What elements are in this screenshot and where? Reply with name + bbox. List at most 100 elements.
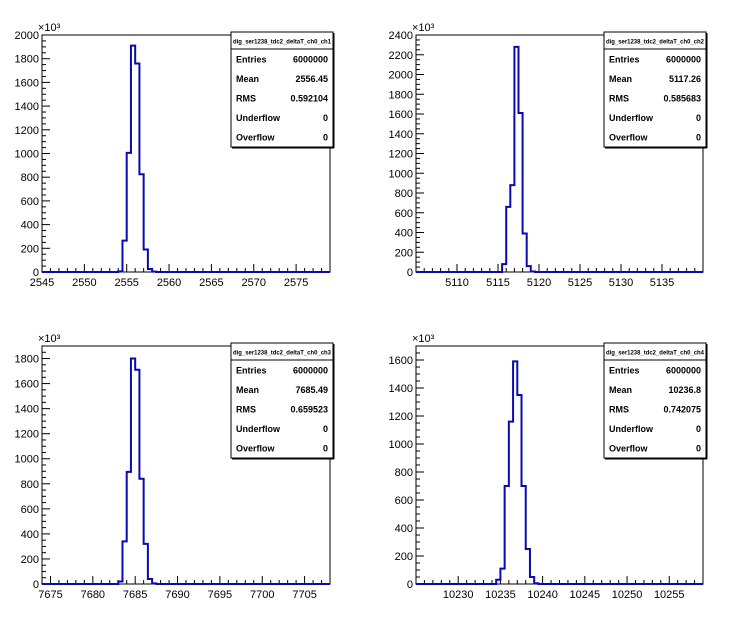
histogram-panel-3: 0 200 400 600 800 1000 1200 1400 1600 1800 ×10³ 767… (15, 333, 335, 601)
stats-value: 6000000 (293, 365, 328, 375)
y-tick-label: 2000 (15, 30, 39, 42)
stats-box: dig_ser1238_tdc2_deltaT_ch0_ch4 Entries 60… (603, 342, 708, 460)
y-tick-label: 400 (395, 523, 413, 535)
y-tick-label: 1800 (389, 89, 413, 101)
stats-label: RMS (236, 405, 256, 415)
y-tick-label: 600 (395, 495, 413, 507)
y-tick-label: 2000 (389, 70, 413, 82)
stats-label: Entries (236, 365, 267, 375)
x-tick-label: 10255 (654, 589, 685, 601)
stats-value: 0.659523 (290, 405, 328, 415)
x-tick-label: 7690 (165, 589, 189, 601)
histogram-series (42, 44, 330, 273)
y-tick-label: 1600 (389, 109, 413, 121)
y-tick-label: 800 (21, 479, 39, 491)
stats-value: 0 (696, 444, 701, 454)
stats-box: dig_ser1238_tdc2_deltaT_ch0_ch2 Entries 60… (603, 31, 708, 149)
y-tick-label: 1400 (15, 404, 39, 416)
y-tick-label: 1400 (389, 383, 413, 395)
y-tick-label: 200 (395, 551, 413, 563)
histogram-panel-1: 0 200 400 600 800 1000 1200 1400 1600 1800 2000×10… (15, 22, 335, 289)
y-tick-label: 2400 (389, 30, 413, 42)
y-tick-label: 1000 (15, 149, 39, 161)
x-tick-label: 2565 (199, 277, 223, 289)
stats-value: 0 (696, 424, 701, 434)
histogram-panel-2: 0 200 400 600 800 1000 1200 1400 1600 1800 2000 220… (389, 22, 708, 289)
stats-label: Overflow (236, 133, 276, 143)
stats-label: Underflow (236, 424, 281, 434)
y-exponent-label: ×10³ (412, 333, 435, 345)
y-tick-label: 1000 (15, 454, 39, 466)
x-tick-label: 7675 (38, 589, 62, 601)
stats-label: Overflow (609, 133, 649, 143)
stats-title: dig_ser1238_tdc2_deltaT_ch0_ch2 (606, 39, 704, 46)
stats-box-frame (230, 342, 334, 459)
stats-title: dig_ser1238_tdc2_deltaT_ch0_ch4 (606, 350, 704, 357)
stats-label: Mean (609, 385, 632, 395)
stats-box: dig_ser1238_tdc2_deltaT_ch0_ch1 Entries 60… (230, 31, 335, 149)
y-tick-label: 800 (395, 467, 413, 479)
stats-box-frame (230, 31, 334, 148)
y-tick-label: 400 (21, 220, 39, 232)
stats-title: dig_ser1238_tdc2_deltaT_ch0_ch1 (233, 39, 331, 46)
y-tick-label: 200 (21, 243, 39, 255)
stats-box-frame (603, 342, 707, 459)
stats-value: 0.742075 (663, 405, 701, 415)
stats-value: 0 (323, 444, 328, 454)
stats-value: 0 (696, 133, 701, 143)
x-tick-label: 7680 (81, 589, 105, 601)
x-tick-label: 5135 (650, 277, 674, 289)
stats-label: Overflow (609, 444, 649, 454)
y-exponent-label: ×10³ (38, 22, 61, 34)
x-tick-label: 2555 (114, 277, 138, 289)
stats-value: 0 (323, 133, 328, 143)
stats-label: Overflow (236, 444, 276, 454)
stats-value: 5117.26 (669, 74, 701, 84)
y-tick-label: 400 (21, 529, 39, 541)
x-tick-label: 5115 (486, 277, 510, 289)
y-exponent-label: ×10³ (412, 22, 435, 34)
y-tick-label: 0 (407, 579, 413, 591)
stats-label: Mean (236, 385, 259, 395)
stats-value: 10236.8 (668, 385, 701, 395)
stats-box-frame (603, 31, 707, 148)
stats-title: dig_ser1238_tdc2_deltaT_ch0_ch3 (233, 350, 331, 357)
y-tick-label: 2200 (389, 50, 413, 62)
y-tick-label: 1800 (15, 354, 39, 366)
y-tick-label: 600 (395, 208, 413, 220)
y-tick-label: 1200 (389, 149, 413, 161)
stats-value: 2556.45 (295, 74, 328, 84)
stats-label: Entries (236, 54, 267, 64)
stats-value: 6000000 (293, 54, 328, 64)
x-tick-label: 5120 (527, 277, 551, 289)
x-tick-label: 10235 (485, 589, 516, 601)
x-tick-label: 2545 (30, 277, 54, 289)
x-tick-label: 7700 (250, 589, 274, 601)
y-tick-label: 600 (21, 504, 39, 516)
y-tick-label: 1000 (389, 168, 413, 180)
y-tick-label: 0 (33, 579, 39, 591)
x-tick-label: 10245 (570, 589, 601, 601)
stats-label: Mean (609, 74, 632, 84)
y-tick-label: 200 (395, 247, 413, 259)
stats-label: Underflow (609, 424, 654, 434)
x-tick-label: 7695 (208, 589, 232, 601)
x-tick-label: 10230 (443, 589, 474, 601)
stats-label: RMS (609, 94, 629, 104)
stats-value: 0 (323, 113, 328, 123)
x-tick-label: 5125 (568, 277, 592, 289)
y-tick-label: 1000 (389, 439, 413, 451)
y-tick-label: 800 (395, 188, 413, 200)
histogram-series (42, 357, 330, 585)
stats-label: Underflow (236, 113, 281, 123)
stats-label: Underflow (609, 113, 654, 123)
stats-value: 0.592104 (290, 94, 328, 104)
y-tick-label: 1200 (15, 125, 39, 137)
histogram-panel-4: 0 200 400 600 800 1000 1200 1400 1600 ×10³ 10230 10… (389, 333, 708, 601)
x-tick-label: 2575 (284, 277, 308, 289)
y-tick-label: 1200 (389, 411, 413, 423)
x-tick-label: 10240 (527, 589, 558, 601)
x-tick-label: 5110 (445, 277, 469, 289)
y-tick-label: 600 (21, 196, 39, 208)
